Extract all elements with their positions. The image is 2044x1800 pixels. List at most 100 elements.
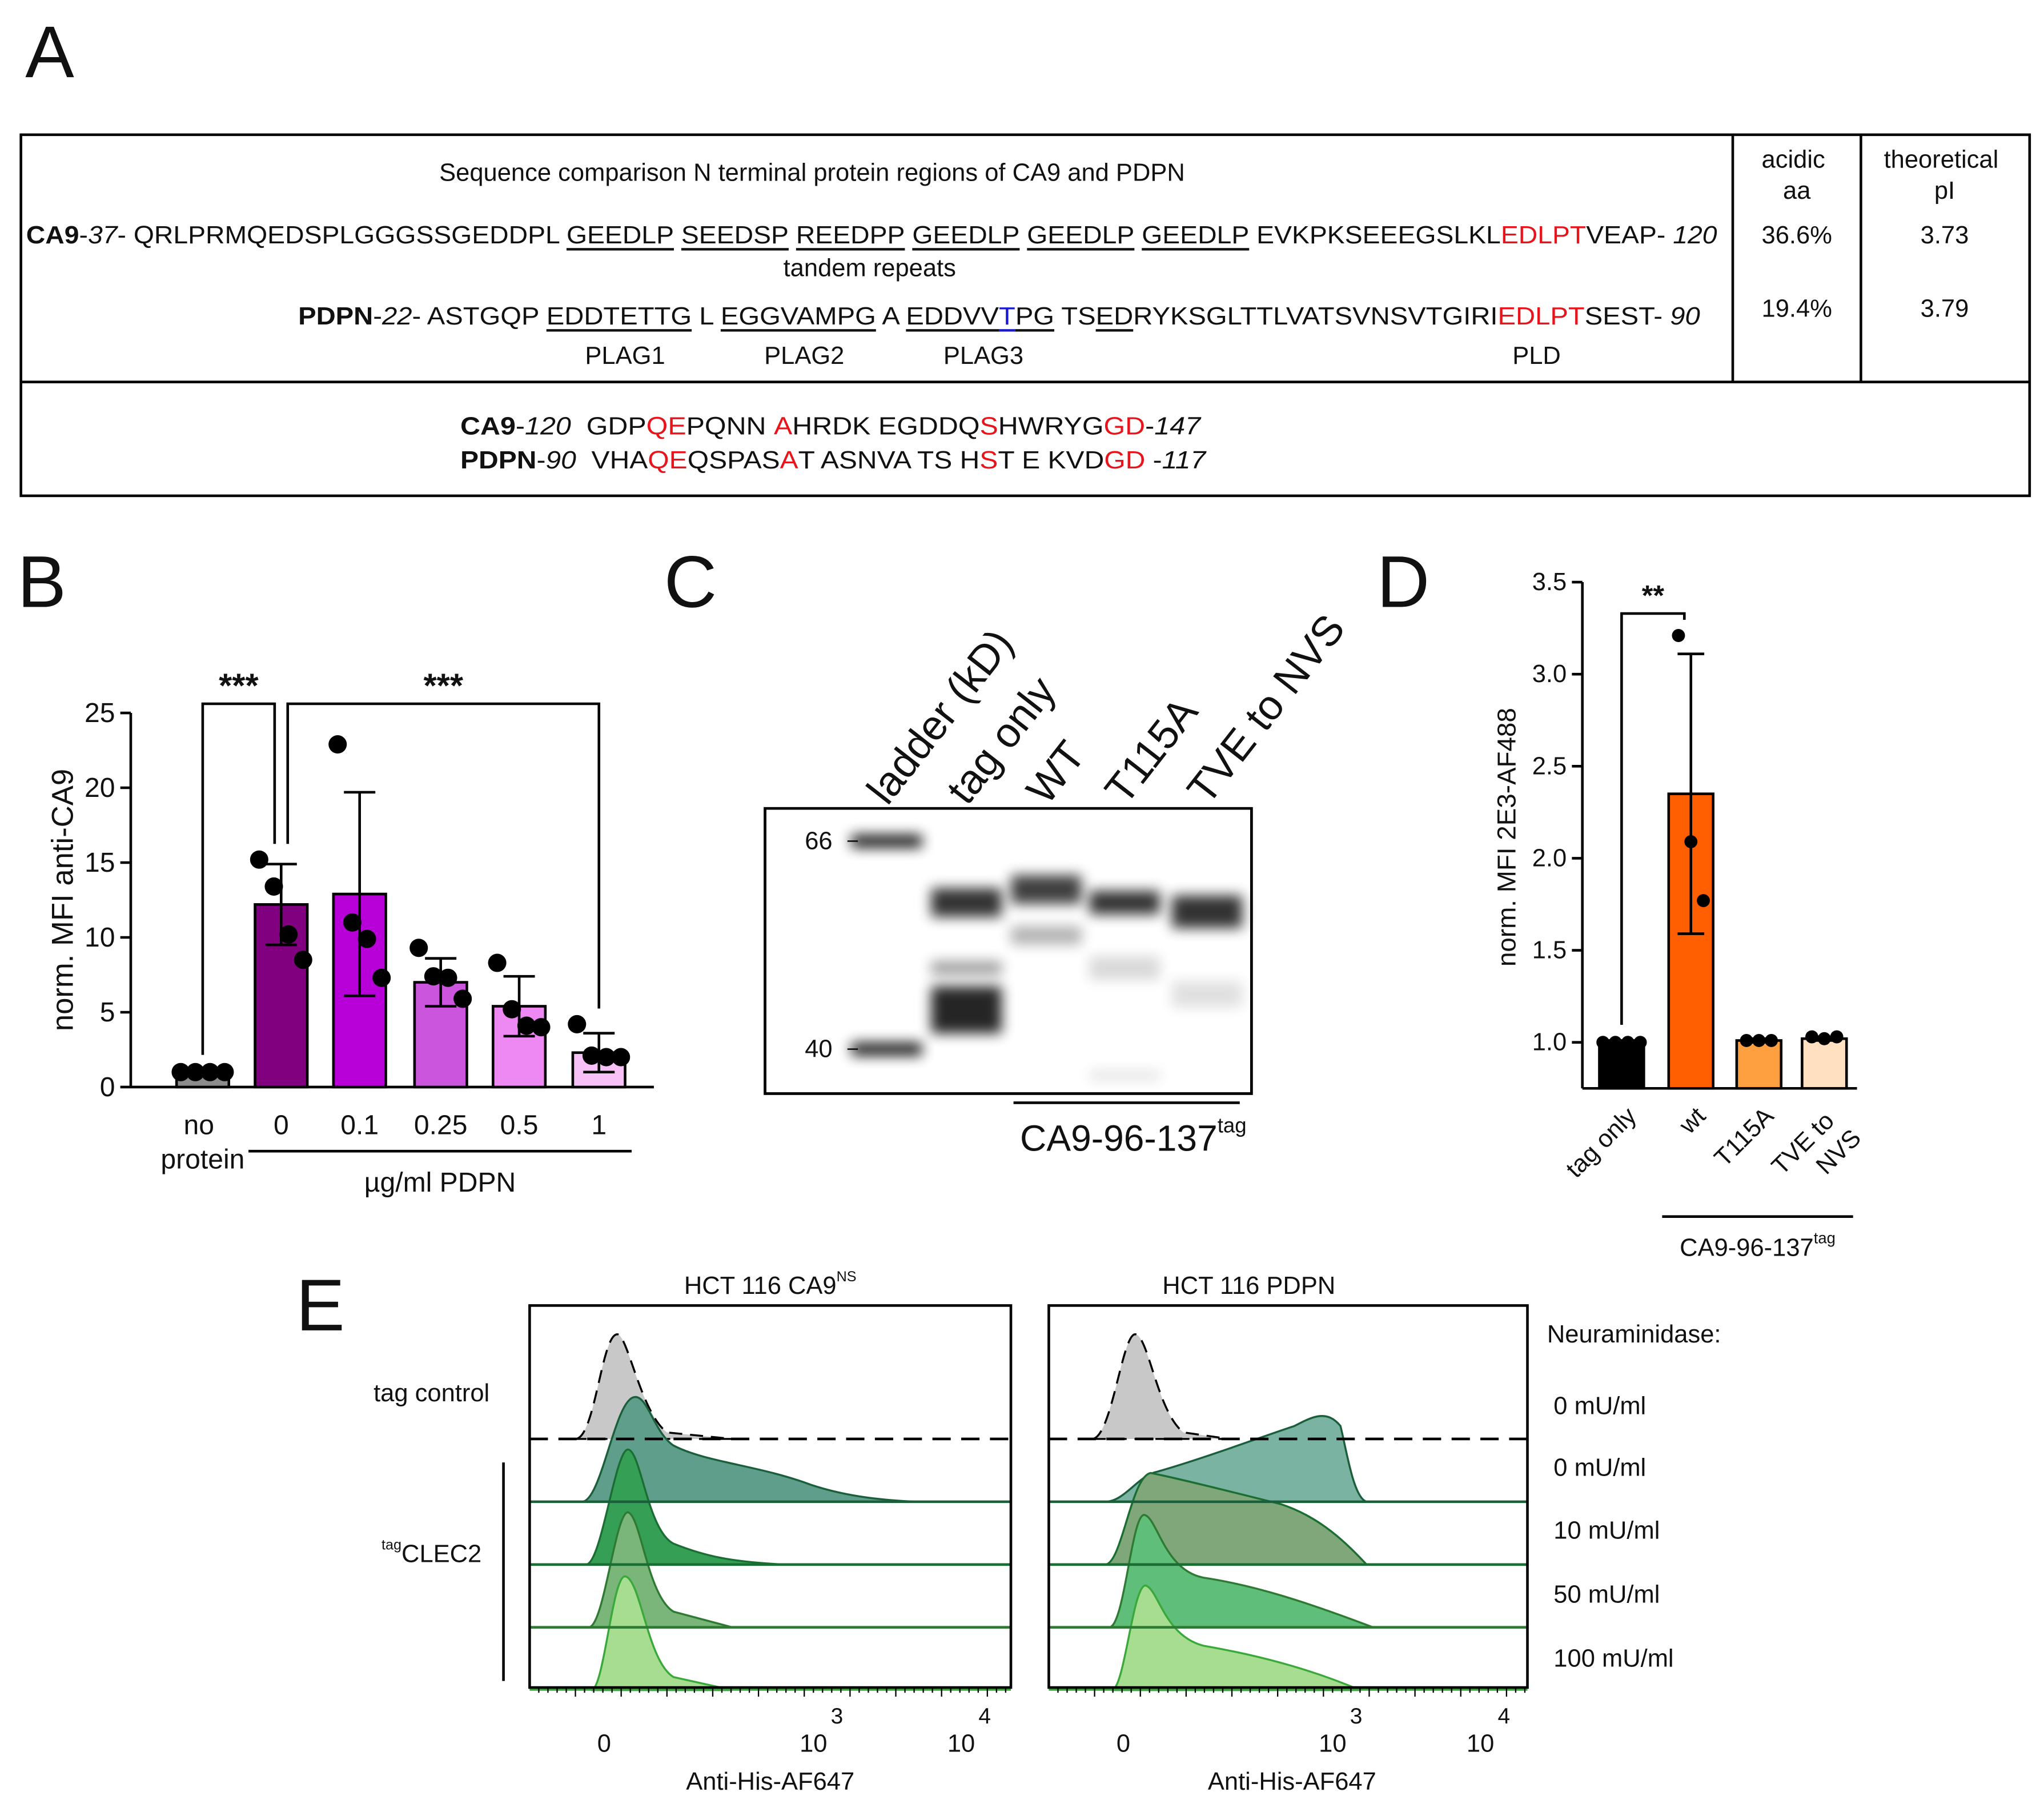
annotation: PLAG1 [585,342,665,370]
data-point [1684,835,1698,848]
y-tick-label: 3.0 [1532,660,1567,688]
table-header: acidic aa [1762,146,1832,204]
data-point [250,850,268,869]
sequence-segment: EVKPKSEEEGSLKL [1249,222,1501,249]
gel-bands [851,835,1243,1081]
y-tick-label: 3.5 [1532,568,1567,596]
sequence-segment: - [516,413,525,440]
panel-title-text: HCT 116 CA9 [684,1272,837,1300]
sequence-segment: ED [1096,303,1134,330]
condition-label: 100 mU/ml [1553,1645,1673,1673]
sequence-segment: QSPAS [688,447,780,474]
x-tick-label: 0.25 [414,1109,468,1140]
data-point [409,939,428,957]
error-bar [1677,652,1705,935]
sequence-segment: 120 [525,413,571,440]
table-cell: 19.4% [1762,295,1832,322]
sequence-segment: PDPN [460,447,536,474]
data-point [1672,629,1685,642]
data-point [532,1018,551,1037]
sequence-segment: 120 [1673,222,1717,249]
marker-label: 66 [805,827,832,855]
sequence-segment: 147 [1154,413,1202,440]
sequence: CA9 -37- QRLPRMQEDSPLGGGSSGEDDPL GEEDLP S… [26,222,1717,249]
panel-label: A [25,11,74,93]
data-point [264,877,283,896]
histogram-frame [1047,1304,1529,1689]
group-label-text: CA9-96-137 [1020,1117,1218,1158]
text-line: protein [160,1144,244,1174]
sequence-segment: GEEDLP [912,222,1019,249]
row-label: tagCLEC2 [382,1537,481,1568]
gel-band [931,961,1002,975]
sequence-segment: - ASTGQP [412,303,546,330]
data-point [517,1016,536,1035]
y-tick-label: 1.5 [1532,937,1567,964]
sequence-segment: GD [1104,447,1145,474]
text-line: theoretical [1884,146,1999,173]
sequence-segment: CA9 [460,413,516,440]
sequence-segment: 37 [88,222,118,249]
sequence: CA9 -120 GDP QE PQNN A HRDK EGDDQ S HWRYG GD -14… [460,413,1202,440]
significance-bracket [286,702,601,1009]
sequence-segment: PQNN [686,413,774,440]
data-point [279,925,298,944]
y-tick-label: 10 [85,922,115,953]
significance-bracket [201,702,276,1055]
sequence-segment [1019,222,1027,249]
lane-label: WT [1017,732,1094,812]
data-point [200,1063,219,1081]
condition-label: 50 mU/ml [1553,1581,1660,1608]
lane-label: T115A [1096,689,1207,812]
table-cell: 3.79 [1921,295,1969,322]
data-point [568,1015,587,1033]
condition-label: 10 mU/ml [1553,1517,1660,1544]
sequence-segment: 22 [382,303,412,330]
text-line: no [184,1109,214,1140]
data-point [215,1063,234,1081]
sequence-segment: EGGVAMPG [721,303,876,330]
gel-band [851,835,922,848]
data-point [1621,1036,1635,1049]
data-point [453,989,472,1008]
sequence-segment: - [1145,413,1154,440]
sequence-segment: GEEDLP [1027,222,1134,249]
group-label: µg/ml PDPN [364,1167,516,1198]
sequence-segment: T [999,303,1015,330]
sequence-segment: PG [1015,303,1054,330]
data-point [358,929,376,948]
data-point [343,913,362,932]
condition-label: 0 mU/ml [1553,1454,1646,1481]
x-axis-label: Anti-His-AF647 [686,1768,854,1795]
x-tick-label: 10 [1467,1730,1494,1758]
x-tick-label: wt [1674,1103,1711,1140]
panel-label: B [18,542,67,623]
annotation: PLAG3 [943,342,1023,370]
sequence-segment: REEDPP [796,222,905,249]
sequence-segment: EDLPT [1498,303,1585,330]
panel-label: D [1377,542,1430,623]
x-tick-label: 0 [597,1730,611,1758]
gel-band [1089,956,1160,980]
sequence-segment [674,222,681,249]
gel-band [1171,981,1243,1008]
sequence-segment: 90 [1670,303,1700,330]
lane-label: TVE to NVS [1178,606,1354,812]
row-label: tag control [374,1380,489,1407]
x-tick-label: 0 [274,1109,289,1140]
sequence-segment: S [979,447,998,474]
condition-label: 0 mU/ml [1553,1393,1646,1420]
y-tick-label: 0 [100,1072,115,1103]
data-point [372,968,391,987]
x-tick-label: 10 [1319,1730,1346,1758]
sequence-segment: PDPN [298,303,373,330]
sequence-segment: SEEDSP [681,222,789,249]
sequence-segment: S [979,413,998,440]
panel-title: HCT 116 PDPN [1162,1272,1335,1300]
data-point [597,1048,616,1067]
table-title: Sequence comparison N terminal protein r… [439,159,1185,186]
table-cell: 36.6% [1762,222,1832,249]
y-axis-label: norm. MFI anti-CA9 [46,769,79,1031]
sequence-segment: GEEDLP [1142,222,1249,249]
